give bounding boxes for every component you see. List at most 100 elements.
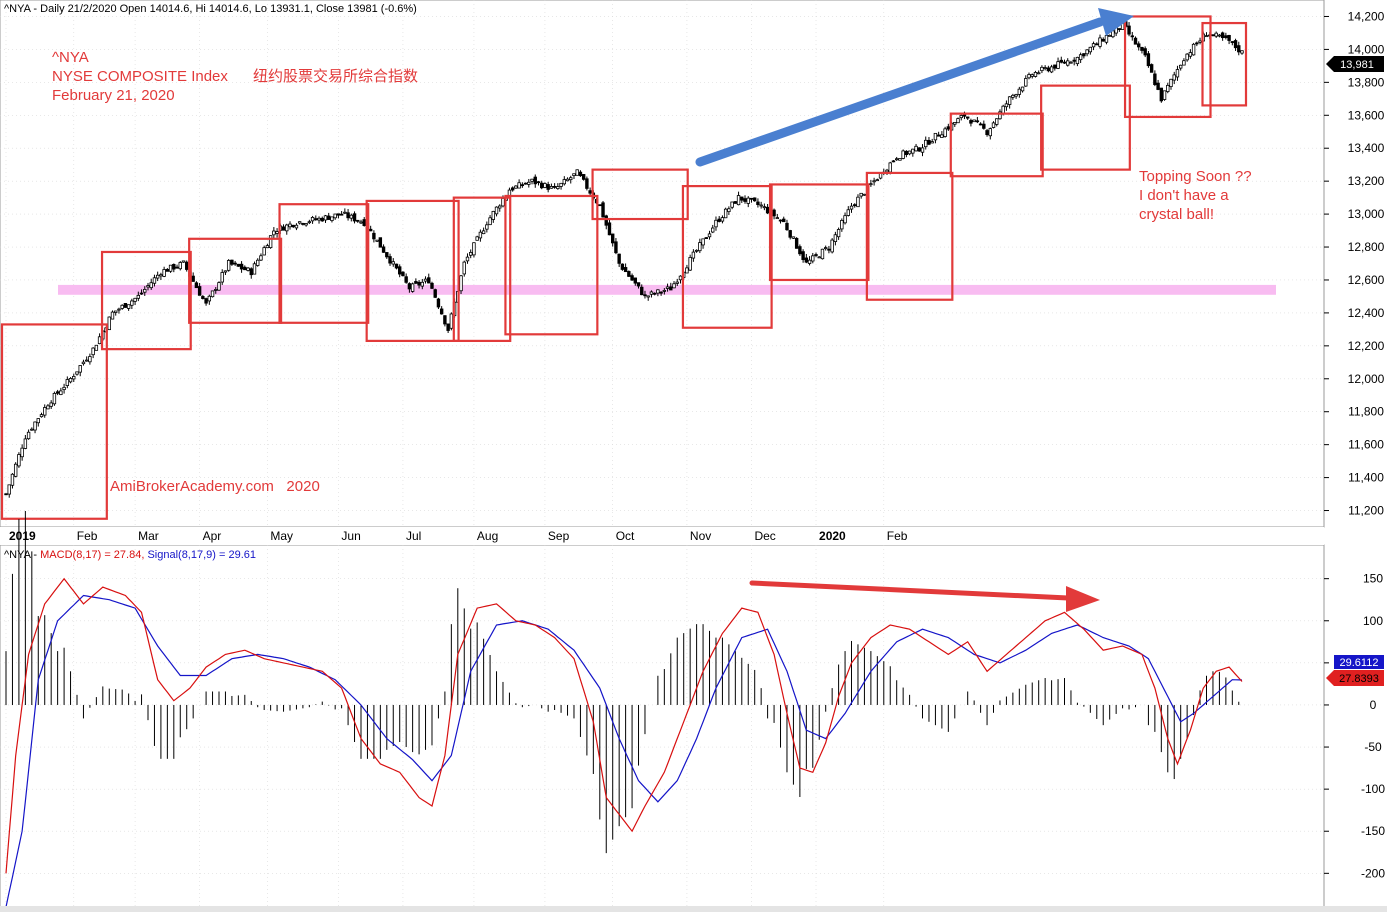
candle-body xyxy=(936,134,941,137)
candle-body xyxy=(26,431,31,440)
candle-body xyxy=(817,256,821,259)
month-label: Jun xyxy=(341,529,360,543)
candle-body xyxy=(614,241,618,254)
candle-body xyxy=(743,198,747,202)
candle-body xyxy=(694,249,699,252)
candle-body xyxy=(372,232,376,240)
macd-line xyxy=(5,577,1243,874)
month-label: 2020 xyxy=(819,529,846,543)
candle-body xyxy=(501,198,505,207)
candle-body xyxy=(907,150,912,155)
candle-body xyxy=(552,185,557,188)
candle-body xyxy=(785,222,789,231)
macd-pane[interactable] xyxy=(0,544,1325,908)
candle-body xyxy=(281,226,286,231)
candle-body xyxy=(136,294,141,299)
candle-body xyxy=(730,201,734,208)
macd-divergence-arrow xyxy=(749,580,1100,612)
candle-body xyxy=(1091,43,1096,48)
candle-body xyxy=(662,290,667,292)
candle-body xyxy=(788,230,792,238)
candle-body xyxy=(740,196,744,201)
candle-body xyxy=(75,371,79,375)
candle-body xyxy=(953,122,957,125)
candle-body xyxy=(317,217,321,221)
candle-body xyxy=(117,308,121,311)
candle-body xyxy=(84,359,89,362)
candle-body xyxy=(1159,87,1164,102)
candle-body xyxy=(46,405,50,410)
price-tick-label: 13,200 xyxy=(1348,174,1385,188)
range-box xyxy=(188,237,283,324)
range-box xyxy=(1123,15,1212,119)
candle-body xyxy=(285,224,289,232)
candle-body xyxy=(388,256,392,264)
candle-body xyxy=(1062,61,1067,64)
candle-body xyxy=(527,181,531,185)
candle-body xyxy=(30,428,34,431)
candle-body xyxy=(294,224,299,229)
candle-body xyxy=(972,119,976,123)
candle-body xyxy=(475,236,479,241)
topping-note-1: Topping Soon ?? xyxy=(1139,168,1252,185)
candle-body xyxy=(924,139,928,148)
price-tick-label: 11,600 xyxy=(1348,438,1384,452)
candle-body xyxy=(1188,52,1193,57)
candle-body xyxy=(226,260,231,271)
price-pane[interactable] xyxy=(0,0,1325,528)
candle-body xyxy=(756,201,760,206)
candle-body xyxy=(601,202,605,218)
date-axis xyxy=(0,527,1324,545)
price-tick-label: 14,200 xyxy=(1348,9,1385,23)
candle-body xyxy=(62,386,66,391)
candle-body xyxy=(423,278,428,282)
signal-value-label: 29.6112 xyxy=(1340,657,1379,669)
candle-body xyxy=(97,336,102,345)
candle-body xyxy=(126,304,131,309)
index-name-cn-annotation: 纽约股票交易所综合指数 xyxy=(253,67,418,85)
candle-body xyxy=(1020,86,1025,92)
candle-body xyxy=(123,303,128,308)
candle-body xyxy=(304,223,308,226)
watermark: AmiBrokerAcademy.com 2020 xyxy=(110,478,320,495)
candle-body xyxy=(1162,90,1167,100)
candle-body xyxy=(430,282,434,289)
candle-body xyxy=(420,281,425,287)
candle-body xyxy=(772,209,776,217)
candle-body xyxy=(727,208,731,212)
month-label: Oct xyxy=(616,529,635,543)
support-band xyxy=(58,284,1276,295)
candle-body xyxy=(52,393,57,405)
candle-body xyxy=(843,215,847,224)
price-tick-label: 12,400 xyxy=(1348,306,1385,320)
candle-body xyxy=(782,218,786,223)
candle-body xyxy=(530,178,534,182)
candle-body xyxy=(678,275,683,281)
candle-body xyxy=(901,150,905,159)
candle-body xyxy=(959,115,963,119)
candle-body xyxy=(1130,35,1134,38)
candle-body xyxy=(191,275,195,282)
sheet-tab-strip[interactable] xyxy=(0,906,1387,912)
candle-body xyxy=(401,271,405,277)
macd-value-tag: 27.8393 xyxy=(1326,670,1384,686)
candle-body xyxy=(1175,69,1180,78)
candle-body xyxy=(178,262,182,270)
candle-body xyxy=(1107,34,1112,37)
candle-body xyxy=(827,248,831,251)
candle-body xyxy=(1182,60,1186,66)
candle-body xyxy=(143,288,147,293)
candle-body xyxy=(820,248,825,260)
candle-body xyxy=(1036,72,1041,75)
candle-body xyxy=(398,266,402,275)
candle-body xyxy=(669,286,673,291)
candle-body xyxy=(197,286,202,296)
candle-body xyxy=(359,221,363,224)
candle-body xyxy=(623,267,628,273)
candle-body xyxy=(7,484,11,495)
candle-body xyxy=(159,274,163,277)
candle-body xyxy=(139,292,144,295)
candle-body xyxy=(985,130,989,136)
candle-body xyxy=(485,224,489,230)
candle-body xyxy=(633,277,637,284)
